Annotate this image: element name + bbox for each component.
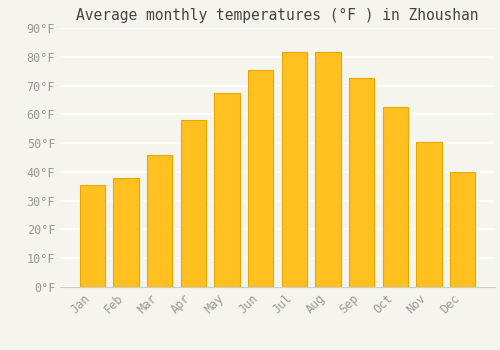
Bar [214,93,240,287]
Bar [349,78,374,287]
Bar [382,107,408,287]
Bar [114,178,138,287]
Bar [248,70,274,287]
Bar [147,155,172,287]
Bar [282,52,307,287]
Bar [450,172,475,287]
Bar [416,142,442,287]
Title: Average monthly temperatures (°F ) in Zhoushan: Average monthly temperatures (°F ) in Zh… [76,8,479,23]
Bar [180,120,206,287]
Bar [80,185,105,287]
Bar [316,52,340,287]
